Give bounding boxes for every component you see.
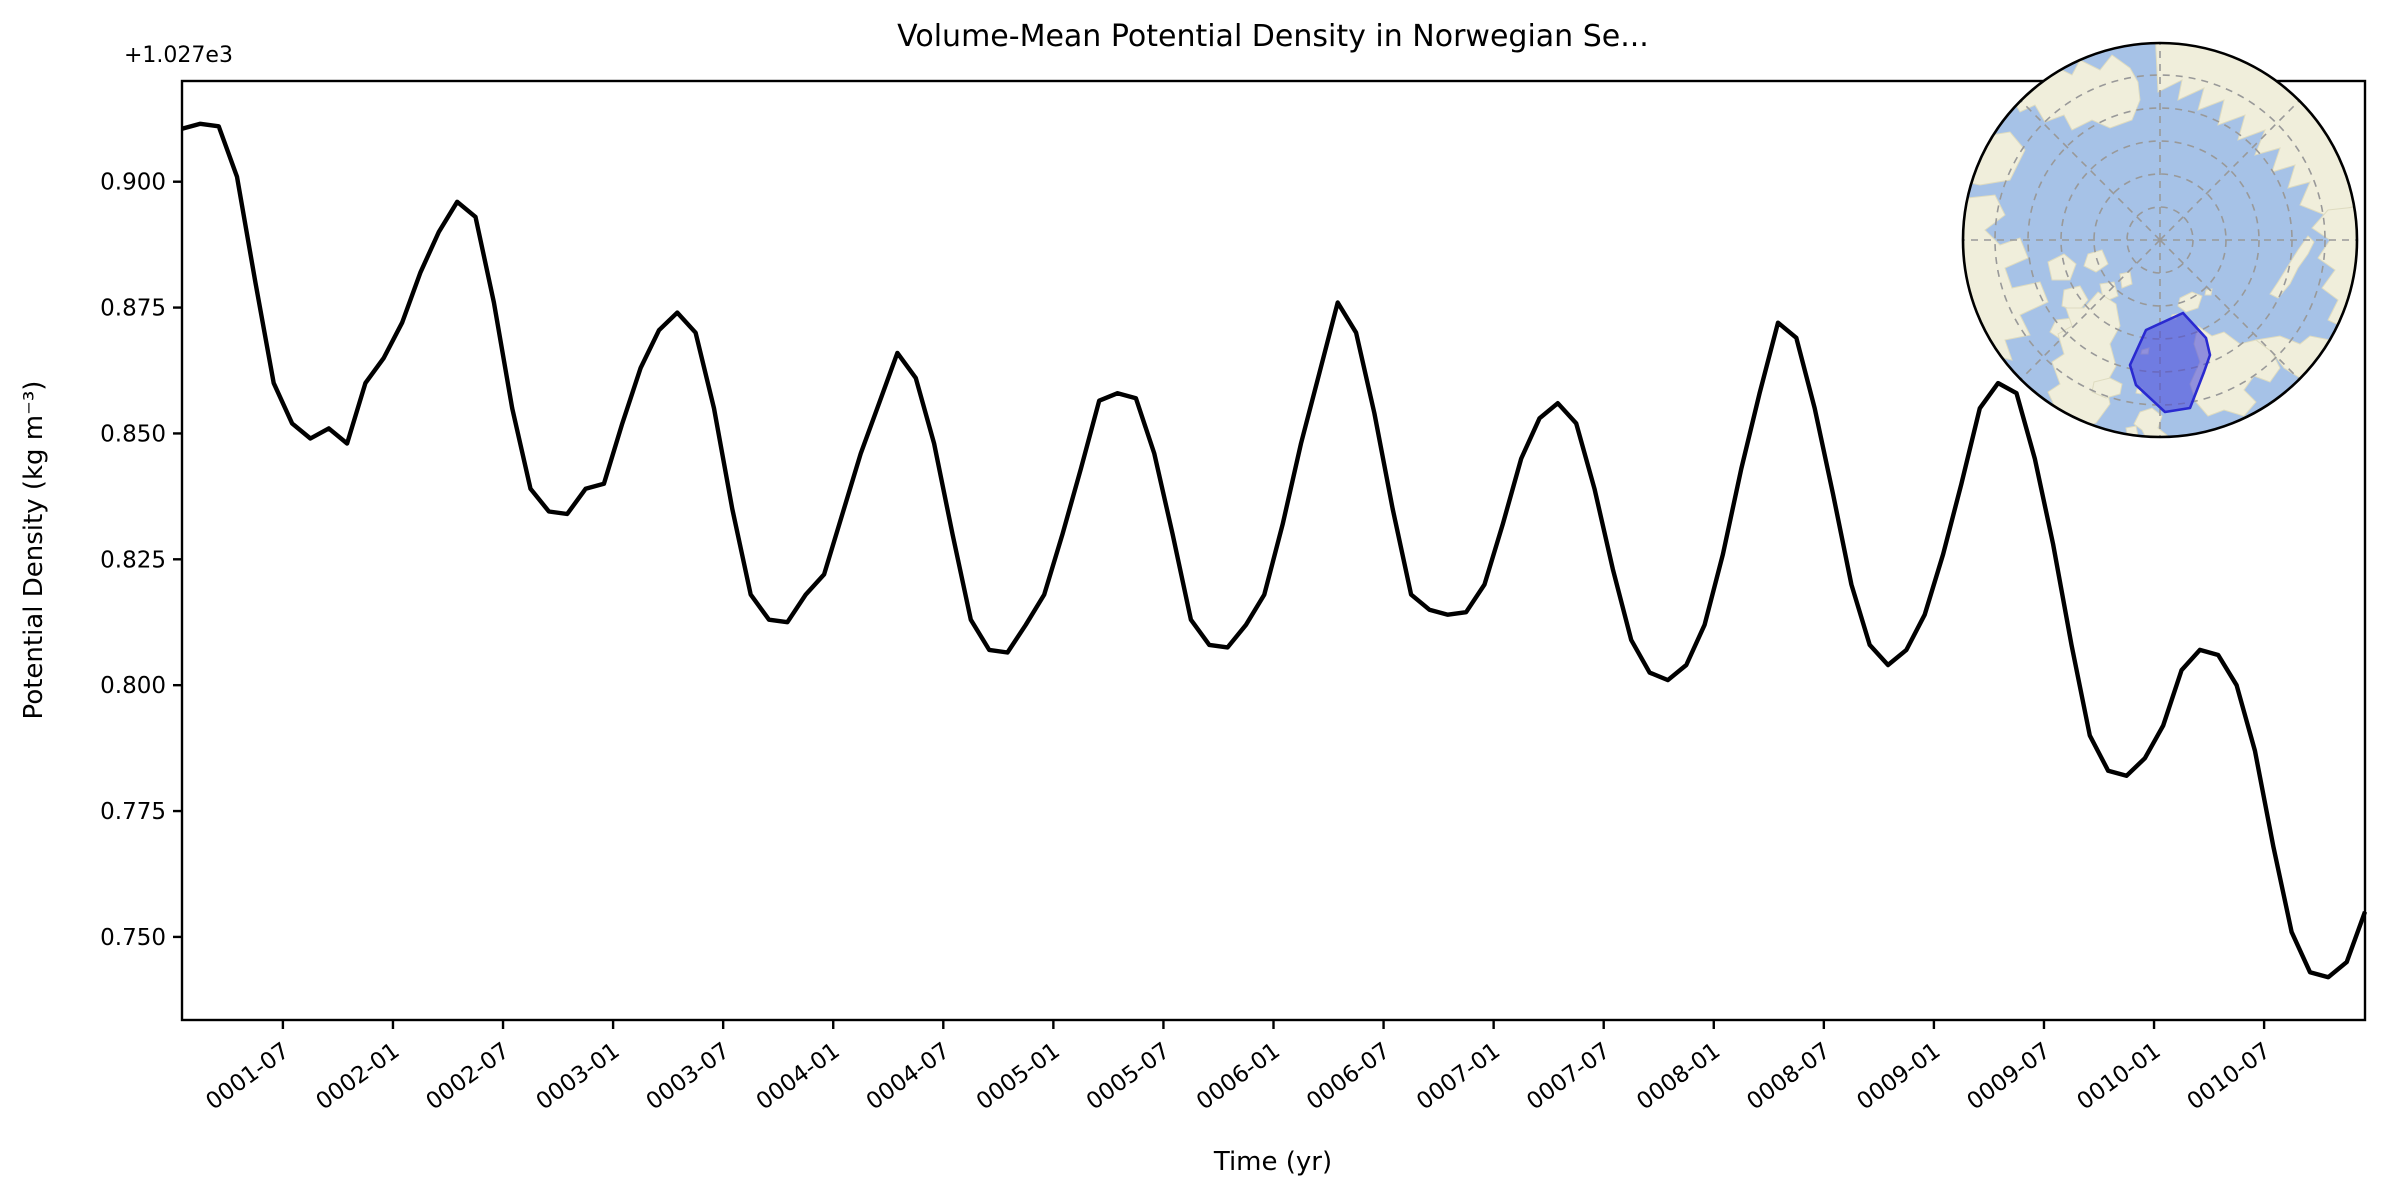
chart-title: Volume-Mean Potential Density in Norwegi… [897, 19, 1649, 54]
map-land-iceland [2091, 377, 2123, 399]
x-tick-label: 0007-01 [1412, 1038, 1505, 1116]
x-tick-label: 0009-07 [1962, 1038, 2055, 1116]
map-meridian [2159, 100, 2300, 241]
x-tick-label: 0004-01 [752, 1038, 845, 1116]
y-tick-label: 0.900 [100, 170, 166, 196]
x-tick-label: 0008-07 [1742, 1038, 1835, 1116]
x-tick-label: 0008-01 [1632, 1038, 1725, 1116]
map-boundary-circle [1961, 41, 2359, 439]
map-meridian [2020, 100, 2161, 241]
map-land-siberia [2154, 43, 2357, 216]
x-tick-label: 0003-01 [532, 1038, 625, 1116]
x-tick-label: 0006-01 [1192, 1038, 1285, 1116]
map-graticule [1963, 43, 2357, 437]
y-tick-label: 0.875 [100, 296, 166, 322]
map-meridian [2159, 239, 2300, 380]
x-tick-label: 0004-07 [862, 1038, 955, 1116]
y-tick-label: 0.775 [100, 799, 166, 825]
x-tick-label: 0003-07 [642, 1038, 735, 1116]
x-tick-label: 0010-07 [2183, 1038, 2276, 1116]
map-parallel [1994, 74, 2326, 406]
x-tick-label: 0005-07 [1082, 1038, 1175, 1116]
x-tick-label: 0002-01 [311, 1038, 404, 1116]
x-tick-label: 0009-01 [1852, 1038, 1945, 1116]
norwegian-sea-region-highlight [2128, 311, 2212, 414]
axes-frame [180, 79, 2367, 1022]
x-tick-label: 0006-07 [1302, 1038, 1395, 1116]
y-tick-label: 0.750 [100, 925, 166, 951]
x-tick-label: 0005-01 [972, 1038, 1065, 1116]
map-parallel [2060, 140, 2260, 340]
map-land-novaya-zemlya [2269, 235, 2315, 299]
x-tick-label: 0007-07 [1522, 1038, 1615, 1116]
x-axis-label: Time (yr) [1213, 1147, 1332, 1177]
y-axis-label: Potential Density (kg m⁻³) [19, 381, 49, 720]
y-axis-offset-label: +1.027e3 [124, 43, 233, 68]
x-tick-label: 0002-07 [422, 1038, 515, 1116]
y-tick-label: 0.800 [100, 673, 166, 699]
x-tick-label: 0010-01 [2073, 1038, 2166, 1116]
inset-map [1961, 41, 2359, 439]
x-tick-label: 0001-07 [201, 1038, 294, 1116]
y-tick-label: 0.850 [100, 421, 166, 447]
inset-map-content [1963, 43, 2357, 437]
y-tick-label: 0.825 [100, 547, 166, 573]
map-meridian [2020, 239, 2161, 380]
potential-density-line [181, 121, 2368, 980]
